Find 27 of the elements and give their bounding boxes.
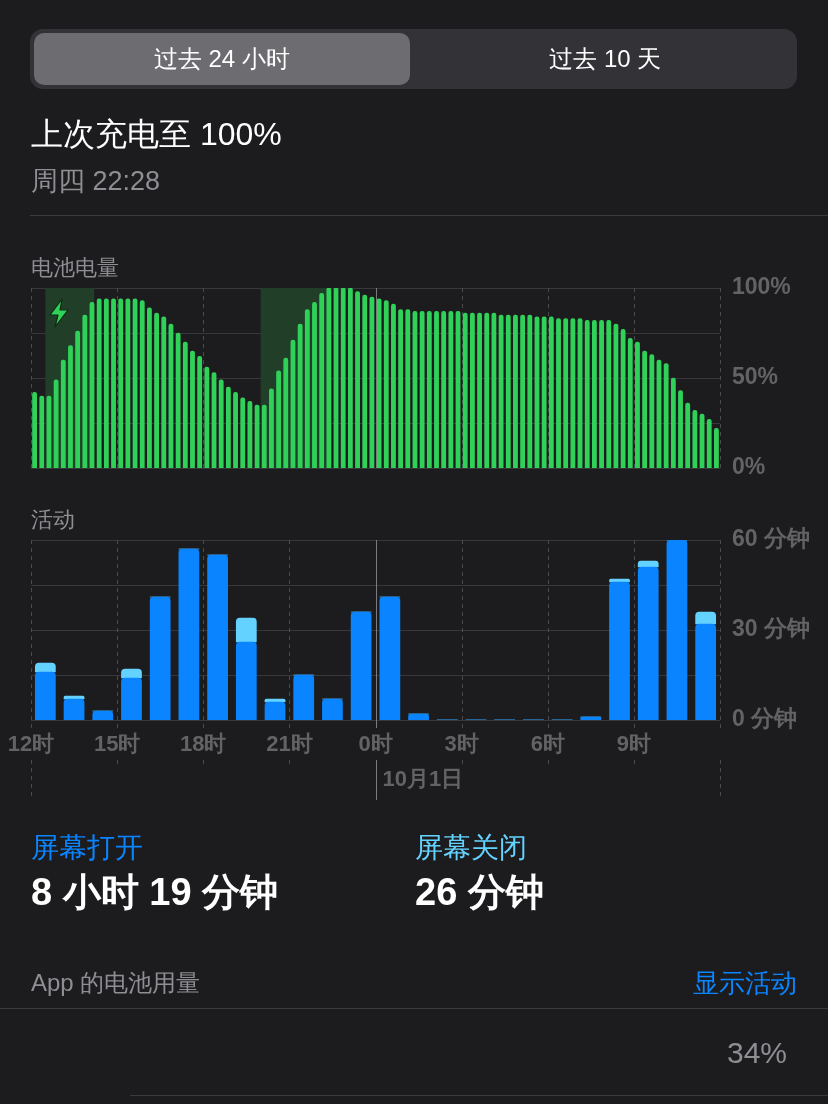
x-tick-label: 15时	[93, 731, 141, 757]
x-tick-label: 12时	[7, 731, 55, 757]
text: 周四 22:28	[31, 165, 161, 198]
y-tick-label: 0 分钟	[732, 705, 798, 732]
text: 34%	[726, 1035, 787, 1071]
x-tick-label: 18时	[180, 731, 227, 757]
y-tick-label: 100%	[732, 273, 791, 300]
text: 显示活动	[693, 968, 797, 998]
x-tick-label: 21时	[266, 731, 313, 757]
ref-line-label: 10月1日	[382, 766, 464, 792]
y-tick-label: 50%	[732, 363, 779, 390]
segmented-control: 过去 24 小时 过去 10 天	[30, 29, 797, 89]
text: 上次充电至 100%	[31, 115, 282, 154]
x-tick-label: 9时	[616, 731, 651, 757]
y-tick-label: 0%	[732, 453, 766, 480]
x-tick-label: 6时	[530, 731, 565, 757]
text: App 的电池用量	[31, 969, 201, 997]
x-tick-label: 0时	[358, 731, 393, 757]
text: 屏幕关闭	[415, 832, 528, 863]
text: 26 分钟	[415, 870, 544, 914]
x-tick-label: 3时	[444, 731, 479, 757]
y-tick-label: 30 分钟	[732, 615, 810, 642]
chart-title: 活动	[31, 507, 75, 533]
chart-title: 电池电量	[31, 255, 119, 281]
text: 8 小时 19 分钟	[31, 870, 279, 914]
text: 屏幕打开	[31, 832, 144, 863]
y-tick-label: 60 分钟	[732, 525, 810, 552]
